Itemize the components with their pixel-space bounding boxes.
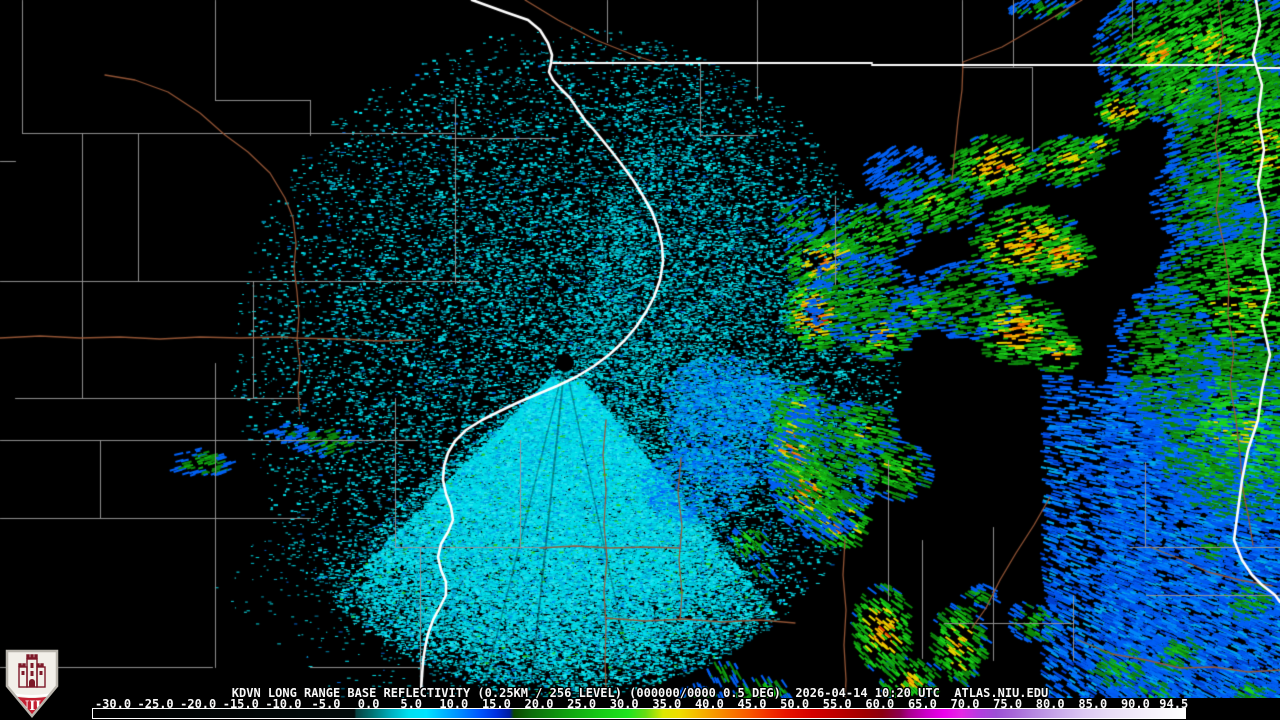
scale-tick-label: 70.0 bbox=[950, 697, 980, 711]
scale-tick-label: 40.0 bbox=[694, 697, 724, 711]
scale-tick-label: 50.0 bbox=[780, 697, 810, 711]
scale-tick-label: -15.0 bbox=[222, 697, 259, 711]
scale-tick-label: 55.0 bbox=[822, 697, 852, 711]
scale-tick-label: 60.0 bbox=[865, 697, 895, 711]
reflectivity-colorbar bbox=[92, 708, 1186, 719]
scale-tick-label: 80.0 bbox=[1035, 697, 1065, 711]
scale-tick-label: -10.0 bbox=[265, 697, 302, 711]
scale-tick-label: 45.0 bbox=[737, 697, 767, 711]
colorbar-scale: -30.0 -25.0 -20.0 -15.0 -10.0 -5.0 0.0 5.0 10.0 1… bbox=[0, 697, 1280, 711]
scale-tick-label: 25.0 bbox=[567, 697, 597, 711]
scale-tick-label: 65.0 bbox=[907, 697, 937, 711]
scale-tick-label: 10.0 bbox=[439, 697, 469, 711]
scale-tick-label: 75.0 bbox=[993, 697, 1023, 711]
scale-tick-label: -30.0 bbox=[94, 697, 132, 711]
scale-tick-label: 85.0 bbox=[1078, 697, 1108, 711]
scale-tick-label: 20.0 bbox=[524, 697, 554, 711]
niu-logo: NIU bbox=[5, 649, 59, 718]
castle-icon bbox=[18, 654, 46, 688]
scale-tick-label: 15.0 bbox=[481, 697, 511, 711]
scale-tick-label: 90.0 bbox=[1120, 697, 1150, 711]
niu-shield-outline bbox=[5, 649, 59, 718]
scale-tick-label: -20.0 bbox=[180, 697, 217, 711]
scale-tick-label: 0.0 bbox=[357, 697, 380, 711]
niu-swoosh bbox=[7, 689, 57, 697]
scale-tick-label: 5.0 bbox=[400, 697, 423, 711]
scale-tick-label: -25.0 bbox=[137, 697, 174, 711]
radar-product-title: KDVN LONG RANGE BASE REFLECTIVITY (0.25K… bbox=[231, 686, 1049, 700]
scale-tick-label: 30.0 bbox=[609, 697, 639, 711]
scale-tick-label: -5.0 bbox=[311, 697, 341, 711]
scale-tick-label: 94.5 bbox=[1159, 697, 1189, 711]
scale-tick-label: 35.0 bbox=[652, 697, 682, 711]
